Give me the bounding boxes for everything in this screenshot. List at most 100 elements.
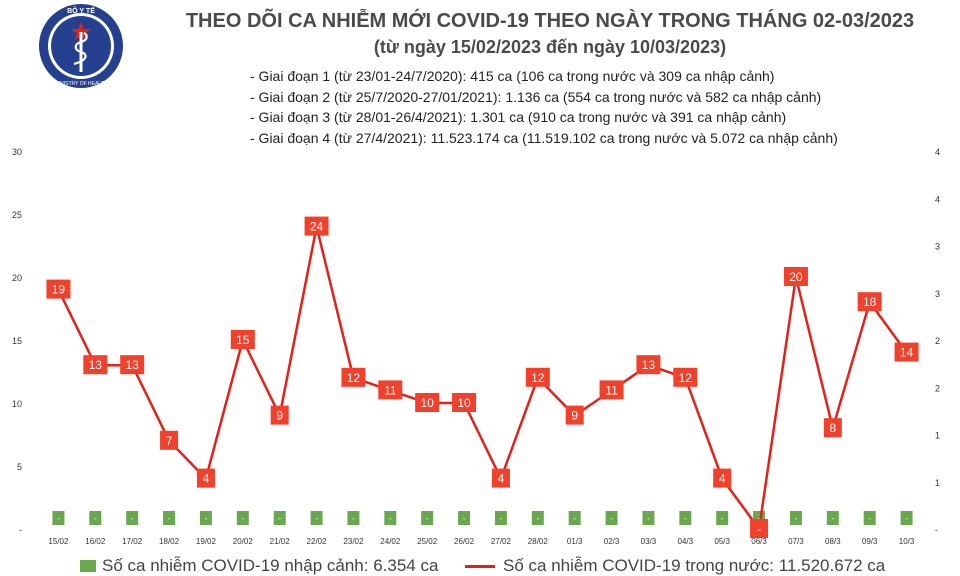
domestic-data-label-box	[636, 355, 661, 375]
domestic-data-label-box	[673, 367, 698, 387]
domestic-data-label-box	[491, 468, 510, 488]
x-axis-tick-label: 17/02	[122, 537, 143, 546]
imported-bar	[52, 511, 65, 525]
domestic-data-label: 13	[89, 358, 103, 372]
domestic-data-label: 12	[679, 371, 693, 385]
domestic-data-label-box	[304, 216, 329, 236]
right-axis-tick-label: 1	[935, 431, 940, 441]
x-axis-tick-label: 08/3	[825, 537, 841, 546]
domestic-data-label-box	[565, 405, 584, 425]
logo-bottom-text: MINISTRY OF HEALTH	[55, 81, 108, 87]
imported-bar	[163, 511, 176, 525]
imported-bar	[679, 511, 692, 525]
right-axis-tick-label: 2	[935, 383, 940, 393]
domestic-data-label: -	[757, 522, 761, 536]
domestic-data-label-box	[823, 418, 842, 438]
right-axis-tick-label: 3	[935, 289, 940, 299]
chart-subtitle: (từ ngày 15/02/2023 đến ngày 10/03/2023)	[373, 37, 727, 57]
imported-bar-label: -	[426, 514, 429, 523]
x-axis-tick-label: 06/3	[751, 537, 767, 546]
phase-summary: - Giai đoạn 1 (từ 23/01-24/7/2020): 415 …	[250, 66, 838, 148]
domestic-data-label: 12	[531, 371, 545, 385]
imported-bar-label: -	[573, 514, 576, 523]
right-axis-tick-label: -	[935, 525, 938, 535]
x-axis-tick-label: 01/3	[567, 537, 583, 546]
imported-bar	[310, 511, 323, 525]
x-axis-tick-label: 28/02	[528, 537, 549, 546]
domestic-data-label: 24	[310, 220, 324, 234]
x-axis-tick-label: 03/3	[641, 537, 657, 546]
domestic-data-label-box	[894, 342, 919, 362]
domestic-data-label-box	[46, 279, 71, 299]
imported-bar-label: -	[831, 514, 834, 523]
left-axis-tick-label: 20	[12, 273, 22, 283]
legend-line-domestic	[465, 564, 495, 568]
imported-bar-label: -	[205, 514, 208, 523]
right-axis-tick-label: 3	[935, 242, 940, 252]
legend-item-domestic: Số ca nhiễm COVID-19 trong nước: 11.520.…	[465, 556, 885, 576]
domestic-data-label-box	[783, 267, 808, 286]
domestic-data-label-box	[83, 355, 108, 375]
domestic-data-label: 10	[421, 396, 435, 410]
domestic-data-label-box	[120, 355, 145, 375]
domestic-data-label: 9	[276, 409, 283, 423]
right-axis-tick-label: 4	[935, 194, 940, 204]
imported-bar	[716, 511, 729, 525]
x-axis-tick-label: 05/3	[714, 537, 730, 546]
imported-bar-label: -	[868, 514, 871, 523]
domestic-data-label: 13	[126, 358, 140, 372]
imported-bar	[568, 511, 581, 525]
imported-bar	[789, 511, 802, 525]
x-axis-tick-label: 21/02	[270, 537, 291, 546]
imported-bar-label: -	[57, 514, 60, 523]
domestic-data-label-box	[230, 330, 255, 349]
left-axis-tick-label: 5	[17, 462, 22, 472]
domestic-data-label: 13	[642, 358, 656, 372]
ministry-of-health-logo: BỘ Y TẾ MINISTRY OF HEALTH	[39, 4, 123, 88]
x-axis-tick-label: 07/3	[788, 537, 804, 546]
domestic-data-label: 11	[605, 383, 618, 397]
domestic-data-label: 20	[789, 270, 803, 284]
imported-bar-label: -	[94, 514, 97, 523]
domestic-data-label: 12	[347, 371, 361, 385]
x-axis-tick-label: 04/3	[678, 537, 694, 546]
right-axis-tick-label: 1	[935, 478, 940, 488]
imported-bar	[199, 511, 212, 525]
phase-line-3: - Giai đoạn 3 (từ 28/01-26/4/2021): 1.30…	[250, 109, 787, 125]
imported-bar-label: -	[463, 514, 466, 523]
imported-bar	[384, 511, 397, 525]
legend-item-imported: Số ca nhiễm COVID-19 nhập cảnh: 6.354 ca	[80, 556, 438, 576]
domestic-data-label-box	[599, 380, 624, 400]
domestic-data-label-box	[415, 393, 440, 412]
phase-line-4: - Giai đoạn 4 (từ 27/4/2021): 11.523.174…	[250, 129, 838, 146]
imported-bar-label: -	[500, 514, 503, 523]
x-axis-tick-label: 15/02	[48, 537, 69, 546]
imported-bar-label: -	[315, 514, 318, 523]
left-axis-tick-label: -	[19, 525, 22, 535]
imported-bar-label: -	[905, 514, 908, 523]
imported-bar-label: -	[352, 514, 355, 523]
x-axis-tick-label: 27/02	[491, 537, 512, 546]
domestic-data-label: 19	[52, 283, 66, 297]
imported-bar	[273, 511, 286, 525]
imported-bar	[347, 511, 360, 525]
right-axis-tick-label: 4	[935, 147, 940, 157]
domestic-data-label: 7	[166, 434, 173, 448]
imported-bar-label: -	[536, 514, 539, 523]
logo-top-text: BỘ Y TẾ	[67, 5, 95, 15]
domestic-data-label: 4	[719, 472, 726, 486]
legend-swatch-imported	[80, 560, 96, 572]
domestic-data-label-box	[857, 292, 882, 312]
left-axis-tick-label: 30	[12, 147, 22, 157]
domestic-data-label-box	[525, 367, 550, 387]
imported-bar	[642, 511, 655, 525]
imported-bar-label: -	[131, 514, 134, 523]
domestic-data-label: 8	[829, 421, 836, 435]
imported-bar	[900, 511, 913, 525]
imported-bar-label: -	[795, 514, 798, 523]
imported-bar	[89, 511, 102, 525]
domestic-cases-line	[57, 225, 908, 531]
imported-bar	[494, 511, 507, 525]
imported-bar-label: -	[758, 514, 761, 523]
